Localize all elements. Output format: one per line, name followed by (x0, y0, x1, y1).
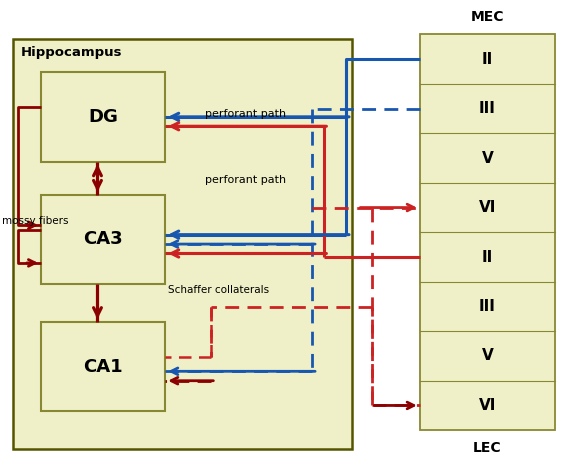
Text: MEC: MEC (471, 10, 504, 24)
Text: III: III (479, 101, 496, 116)
Text: DG: DG (88, 108, 118, 126)
Text: mossy fibers: mossy fibers (2, 216, 69, 226)
FancyBboxPatch shape (41, 195, 165, 284)
Text: V: V (482, 151, 494, 165)
FancyBboxPatch shape (12, 39, 352, 449)
Text: II: II (482, 52, 493, 67)
Text: perforant path: perforant path (205, 175, 286, 185)
FancyBboxPatch shape (420, 35, 556, 430)
Text: VI: VI (479, 200, 496, 215)
Text: V: V (482, 348, 494, 364)
Text: perforant path: perforant path (205, 109, 286, 119)
Text: Schaffer collaterals: Schaffer collaterals (168, 285, 269, 295)
Text: II: II (482, 249, 493, 264)
Text: VI: VI (479, 398, 496, 413)
Text: Hippocampus: Hippocampus (21, 46, 123, 59)
FancyBboxPatch shape (41, 322, 165, 411)
Text: CA3: CA3 (83, 230, 123, 248)
Text: III: III (479, 299, 496, 314)
FancyBboxPatch shape (41, 72, 165, 162)
Text: LEC: LEC (473, 440, 502, 455)
Text: CA1: CA1 (83, 357, 123, 375)
